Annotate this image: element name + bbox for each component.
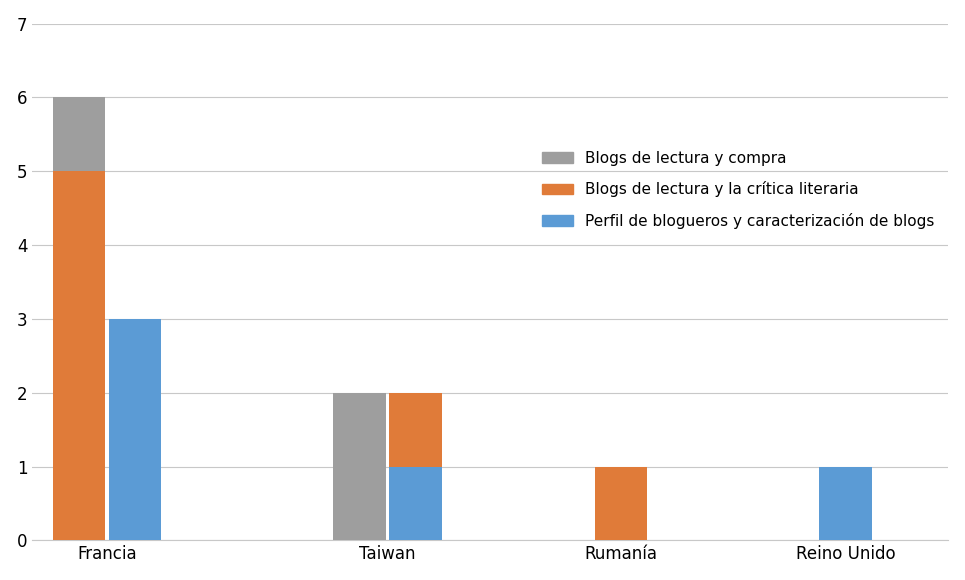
Bar (109, 319, 161, 541)
Bar (595, 467, 648, 541)
Bar (819, 467, 871, 541)
Legend: Blogs de lectura y compra, Blogs de lectura y la crítica literaria, Perfil de bl: Blogs de lectura y compra, Blogs de lect… (537, 145, 941, 235)
Bar (333, 393, 386, 541)
Bar (389, 393, 442, 467)
Bar (53, 171, 105, 541)
Bar (53, 97, 105, 171)
Bar (389, 467, 442, 541)
